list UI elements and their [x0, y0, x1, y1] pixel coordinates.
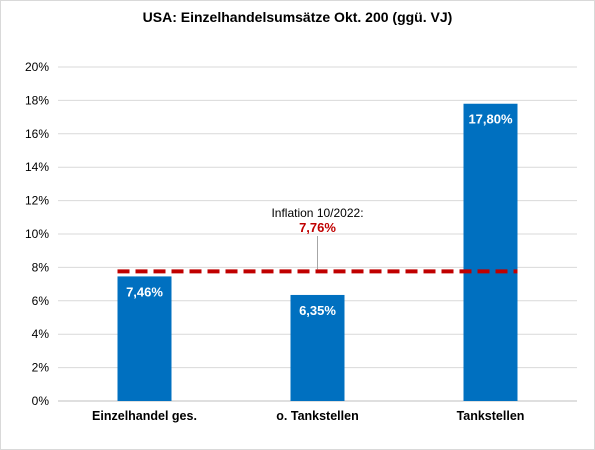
bar: [463, 103, 518, 402]
y-tick-label: 10%: [25, 227, 49, 241]
y-tick-label: 6%: [32, 294, 50, 308]
y-axis-ticks: 0% 2% 4% 6% 8% 10% 12% 14% 16% 18% 20%: [25, 60, 49, 408]
y-tick-label: 14%: [25, 160, 49, 174]
y-tick-label: 2%: [32, 361, 50, 375]
bar: [290, 294, 345, 401]
inflation-annotation: Inflation 10/2022: 7,76%: [271, 206, 364, 270]
y-tick-label: 20%: [25, 60, 49, 74]
y-tick-label: 4%: [32, 327, 50, 341]
y-tick-label: 0%: [32, 394, 50, 408]
y-tick-label: 8%: [32, 260, 50, 274]
data-label: 7,46%: [126, 284, 163, 299]
category-label: Einzelhandel ges.: [92, 409, 197, 423]
category-label: Tankstellen: [457, 409, 525, 423]
y-tick-label: 12%: [25, 194, 49, 208]
x-axis-labels: Einzelhandel ges. o. Tankstellen Tankstell…: [92, 409, 524, 423]
category-label: o. Tankstellen: [276, 409, 358, 423]
y-tick-label: 16%: [25, 127, 49, 141]
bars: 7,46% 6,35% 17,80%: [117, 103, 518, 402]
inflation-value: 7,76%: [299, 220, 336, 235]
data-label: 6,35%: [299, 303, 336, 318]
y-tick-label: 18%: [25, 93, 49, 107]
inflation-label: Inflation 10/2022:: [271, 206, 363, 220]
data-label: 17,80%: [468, 112, 513, 127]
chart-title: USA: Einzelhandelsumsätze Okt. 200 (ggü.…: [142, 9, 453, 25]
bar: [117, 276, 172, 401]
